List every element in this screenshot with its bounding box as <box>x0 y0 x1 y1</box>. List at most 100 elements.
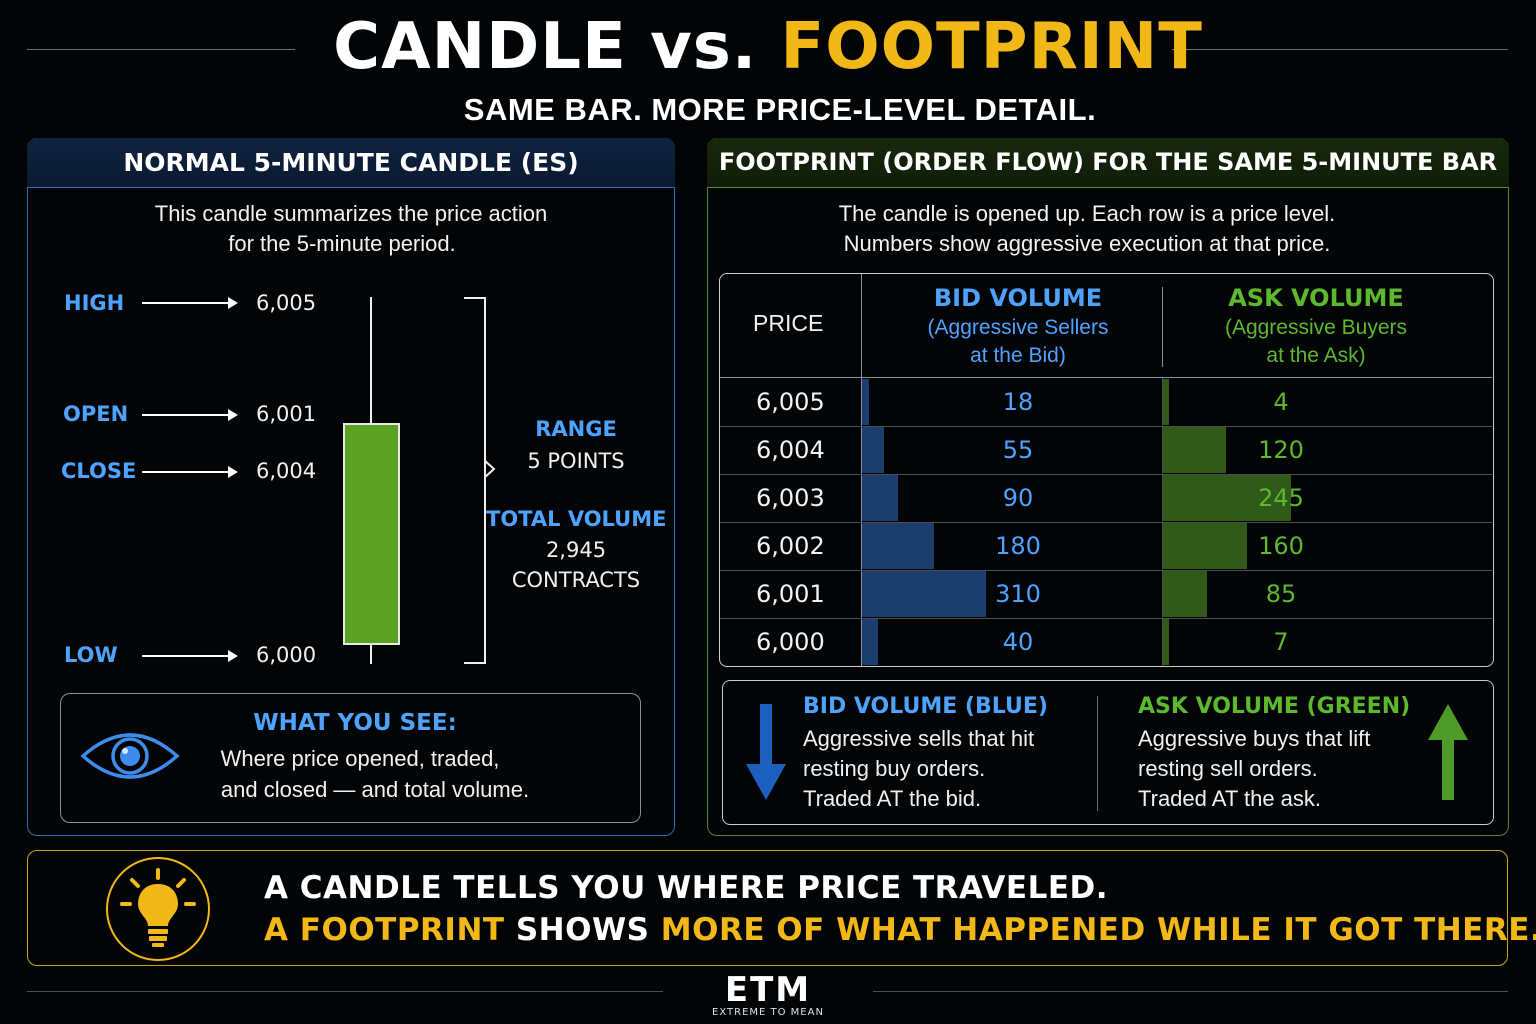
arrow-up-icon <box>1428 704 1468 800</box>
total-volume-unit: CONTRACTS <box>511 568 641 592</box>
table-header-bid-sub1: (Aggressive Sellers <box>927 316 1109 339</box>
table-cell-bid: 55 <box>1002 436 1034 464</box>
footer-rule-right <box>873 991 1508 992</box>
title-candle: CANDLE vs. <box>333 10 758 84</box>
what-you-see-line2: and closed — and total volume. <box>220 777 530 802</box>
level-arrow-high <box>142 297 238 309</box>
header-rule-right <box>1172 49 1508 50</box>
table-cell-price: 6,002 <box>756 532 825 560</box>
eye-icon <box>80 733 180 779</box>
range-bracket <box>464 297 486 664</box>
table-row-divider <box>720 618 1492 619</box>
level-label-high: HIGH <box>64 291 125 315</box>
table-header-ask-sub2: at the Ask) <box>1266 344 1366 367</box>
table-col-divider-2b <box>1162 377 1163 666</box>
table-row-divider <box>720 570 1492 571</box>
legend-box <box>722 680 1494 825</box>
what-you-see-title: WHAT YOU SEE: <box>253 710 457 736</box>
ask-volume-bar <box>1163 571 1208 617</box>
legend-bid-line2: resting buy orders. <box>803 756 986 781</box>
bid-volume-bar <box>862 379 870 425</box>
table-cell-bid: 18 <box>1002 388 1034 416</box>
legend-bid-line1: Aggressive sells that hit <box>803 726 1035 751</box>
candle-body <box>343 423 400 645</box>
bid-volume-bar <box>862 427 884 473</box>
footprint-panel-title: FOOTPRINT (ORDER FLOW) FOR THE SAME 5-MI… <box>718 148 1498 176</box>
level-value-close: 6,004 <box>256 459 317 483</box>
arrow-down-icon <box>746 704 786 800</box>
takeaway-box <box>27 850 1508 966</box>
legend-ask-line1: Aggressive buys that lift <box>1138 726 1371 751</box>
table-header-bid-sub2: at the Bid) <box>970 344 1066 367</box>
ask-volume-bar <box>1163 427 1226 473</box>
bid-volume-bar <box>862 475 898 521</box>
bid-volume-bar <box>862 571 986 617</box>
ask-volume-bar <box>1163 379 1169 425</box>
level-arrow-open <box>142 409 238 421</box>
bid-volume-bar <box>862 523 934 569</box>
footprint-desc-line1: The candle is opened up. Each row is a p… <box>838 201 1336 226</box>
legend-ask-title: ASK VOLUME (GREEN) <box>1138 694 1411 719</box>
table-cell-bid: 40 <box>1002 628 1034 656</box>
lightbulb-badge <box>106 857 210 961</box>
level-value-high: 6,005 <box>256 291 317 315</box>
takeaway-line2: A FOOTPRINT SHOWS MORE OF WHAT HAPPENED … <box>264 912 1536 948</box>
legend-ask-line3: Traded AT the ask. <box>1138 786 1322 811</box>
range-label: RANGE <box>535 417 617 441</box>
table-row-divider <box>720 474 1492 475</box>
table-row-divider <box>720 522 1492 523</box>
lightbulb-icon <box>120 868 196 947</box>
title-footprint: FOOTPRINT <box>780 10 1203 84</box>
table-cell-price: 6,005 <box>756 388 825 416</box>
takeaway-line1: A CANDLE TELLS YOU WHERE PRICE TRAVELED. <box>264 870 1109 906</box>
candle-desc-line1: This candle summarizes the price action <box>154 201 548 226</box>
table-header-ask: ASK VOLUME <box>1228 284 1404 312</box>
bracket-point <box>484 459 496 479</box>
footer-rule-left <box>27 991 663 992</box>
logo-subtitle: EXTREME TO MEAN <box>712 1007 824 1018</box>
footprint-table <box>719 273 1494 667</box>
table-col-divider-2 <box>1162 287 1163 367</box>
level-arrow-close <box>142 466 238 478</box>
table-cell-ask: 85 <box>1265 580 1297 608</box>
table-cell-price: 6,004 <box>756 436 825 464</box>
ask-volume-bar <box>1163 619 1169 665</box>
table-cell-price: 6,000 <box>756 628 825 656</box>
takeaway-shows: SHOWS <box>504 912 661 948</box>
level-label-open: OPEN <box>63 402 129 426</box>
table-cell-ask: 160 <box>1258 532 1304 560</box>
candle-desc-line2: for the 5-minute period. <box>228 231 456 256</box>
what-you-see-box <box>60 693 641 823</box>
total-volume-value: 2,945 <box>545 538 607 562</box>
table-cell-ask: 4 <box>1273 388 1289 416</box>
ask-volume-bar <box>1163 475 1291 521</box>
legend-bid-line3: Traded AT the bid. <box>803 786 982 811</box>
table-cell-ask: 7 <box>1273 628 1289 656</box>
takeaway-footprint: A FOOTPRINT <box>264 912 505 948</box>
ask-volume-bar <box>1163 523 1247 569</box>
level-value-open: 6,001 <box>256 402 317 426</box>
candle-panel-title: NORMAL 5-MINUTE CANDLE (ES) <box>123 148 579 177</box>
table-header-divider <box>720 377 1492 378</box>
what-you-see-line1: Where price opened, traded, <box>220 746 500 771</box>
range-value: 5 POINTS <box>527 449 625 473</box>
legend-divider <box>1097 696 1098 811</box>
table-cell-ask: 120 <box>1258 436 1304 464</box>
footprint-desc-line2: Numbers show aggressive execution at tha… <box>843 231 1331 256</box>
table-header-bid: BID VOLUME <box>933 284 1103 312</box>
table-header-ask-sub1: (Aggressive Buyers <box>1224 316 1408 339</box>
legend-bid-title: BID VOLUME (BLUE) <box>803 694 1048 719</box>
table-cell-ask: 245 <box>1258 484 1304 512</box>
total-volume-label: TOTAL VOLUME <box>486 507 667 531</box>
page-subtitle: SAME BAR. MORE PRICE-LEVEL DETAIL. <box>463 92 1097 127</box>
table-cell-bid: 180 <box>995 532 1041 560</box>
table-cell-price: 6,003 <box>756 484 825 512</box>
logo: ETM <box>724 970 812 1010</box>
table-cell-price: 6,001 <box>756 580 825 608</box>
bid-volume-bar <box>862 619 878 665</box>
level-label-close: CLOSE <box>61 459 137 483</box>
table-row-divider <box>720 426 1492 427</box>
table-header-price: PRICE <box>753 310 824 336</box>
table-cell-bid: 90 <box>1002 484 1034 512</box>
table-col-divider-1 <box>861 274 862 666</box>
